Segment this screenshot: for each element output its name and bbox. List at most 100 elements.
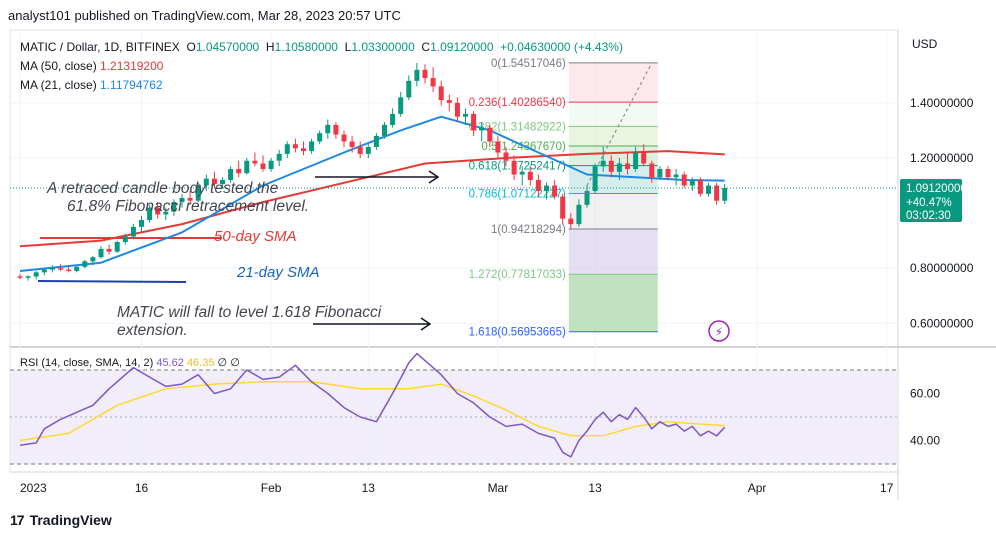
lightning-icon — [708, 320, 730, 342]
last-price-change: +40.47% — [906, 197, 952, 209]
candle-body — [422, 69, 428, 79]
candle-body — [325, 124, 331, 134]
price-tick-label: 0.60000000 — [910, 316, 974, 330]
rsi-line — [19, 352, 726, 458]
candle-body — [552, 185, 558, 197]
fib-zone-band — [568, 62, 658, 103]
candle-body — [317, 133, 323, 142]
price-tick-label: 0.80000000 — [910, 261, 974, 275]
candle-body — [495, 141, 501, 153]
candle-body — [139, 219, 144, 227]
rsi-legend-na-1: ∅ — [217, 357, 228, 369]
candle-body — [689, 180, 695, 186]
candle-body — [706, 185, 711, 194]
symbol-legend: MATIC / Dollar, 1D, BITFINEX O1.04570000… — [20, 40, 623, 54]
price-tick-label: 1.20000000 — [910, 151, 974, 165]
candle-body — [268, 160, 274, 170]
close-value: 1.09120000 — [430, 40, 494, 54]
fib-level-label: 0.382(1.31482922) — [469, 121, 566, 133]
fib-trend-projection — [586, 62, 653, 186]
candle-body — [608, 160, 614, 172]
ma50-legend: MA (50, close) 1.21319200 — [20, 59, 163, 73]
candle-body — [722, 187, 728, 201]
lightning-icon-glyph: ⚡ — [715, 325, 723, 339]
candle-body — [301, 148, 306, 152]
candle-body — [106, 248, 112, 252]
low-label: L — [344, 40, 352, 54]
candle-body — [284, 144, 290, 154]
candle-body — [600, 160, 606, 167]
candle-body — [211, 178, 217, 185]
candle-body — [560, 196, 566, 219]
high-label: H — [265, 40, 275, 54]
candle-body — [584, 191, 590, 205]
ma21-legend-value: 1.11794762 — [100, 78, 163, 92]
candle-body — [390, 113, 396, 125]
close-label: C — [421, 40, 431, 54]
candle-body — [220, 180, 225, 185]
candle-body — [673, 174, 679, 178]
fib-level-label: 0.618(1.17252417) — [469, 161, 566, 173]
candle-body — [17, 276, 23, 278]
low-value: 1.03300000 — [351, 40, 415, 54]
candle-body — [292, 144, 298, 149]
high-value: 1.10580000 — [274, 40, 338, 54]
time-tick-label: 16 — [135, 481, 149, 495]
last-price-label: 1.09120000 — [906, 183, 967, 195]
fib-level-label: 0.786(1.07122227) — [469, 188, 566, 200]
candle-body — [357, 146, 363, 154]
candle-body — [74, 266, 80, 271]
annotation-sma50: 50-day SMA — [214, 228, 297, 245]
rsi-tick-label: 40.00 — [910, 434, 940, 448]
candle-body — [382, 124, 387, 136]
candle-body — [454, 102, 460, 117]
bar-countdown: 03:02:30 — [906, 210, 951, 222]
price-axis-currency: USD — [912, 37, 938, 51]
annotation-arrow-upper-head — [428, 170, 440, 184]
candle-body — [41, 269, 47, 273]
candle-body — [66, 269, 72, 271]
candle-body — [195, 185, 201, 201]
candle-body — [649, 163, 655, 178]
candle-body — [333, 124, 339, 135]
fib-level-label: 1(0.94218294) — [491, 224, 566, 236]
candle-body — [276, 153, 282, 161]
fib-zone-band — [568, 274, 658, 332]
fib-zone-band — [568, 193, 658, 230]
candle-body — [171, 202, 177, 212]
annotation-arrow-lower-head — [420, 317, 432, 331]
candle-body — [163, 211, 169, 215]
ma21-legend-label: MA (21, close) — [20, 78, 97, 92]
time-tick-label: 17 — [880, 481, 894, 495]
annotation-sma21: 21-day SMA — [236, 264, 320, 281]
candle-body — [446, 100, 452, 103]
candle-body — [228, 169, 234, 181]
price-tick-label: 1.40000000 — [910, 96, 974, 110]
rsi-legend-na-2: ∅ — [230, 357, 240, 369]
ma50-legend-label: MA (50, close) — [20, 59, 97, 73]
publisher-header: analyst101 published on TradingView.com,… — [8, 8, 401, 23]
candle-body — [527, 171, 533, 181]
candle-body — [236, 169, 242, 174]
candle-body — [244, 160, 250, 174]
candle-body — [341, 134, 347, 142]
candle-body — [479, 127, 485, 131]
tradingview-logo[interactable]: 17 TradingView — [10, 512, 112, 528]
candle-body — [616, 163, 622, 172]
annotation-forecast-line1: MATIC will fall to level 1.618 Fibonacci — [117, 304, 382, 321]
candle-body — [471, 113, 477, 131]
candle-body — [430, 78, 436, 87]
time-tick-label: Mar — [488, 481, 509, 495]
candle-body — [365, 146, 371, 154]
time-tick-label: 13 — [362, 481, 376, 495]
fib-level-label: 0.236(1.40286540) — [469, 97, 566, 109]
candle-body — [260, 163, 266, 170]
candle-body — [82, 261, 88, 267]
candle-body — [463, 113, 468, 117]
candle-body — [714, 185, 720, 201]
ma21-legend: MA (21, close) 1.11794762 — [20, 78, 163, 92]
rsi-sma-line — [19, 381, 725, 442]
fib-zone-band — [568, 102, 658, 127]
candle-body — [130, 226, 136, 237]
